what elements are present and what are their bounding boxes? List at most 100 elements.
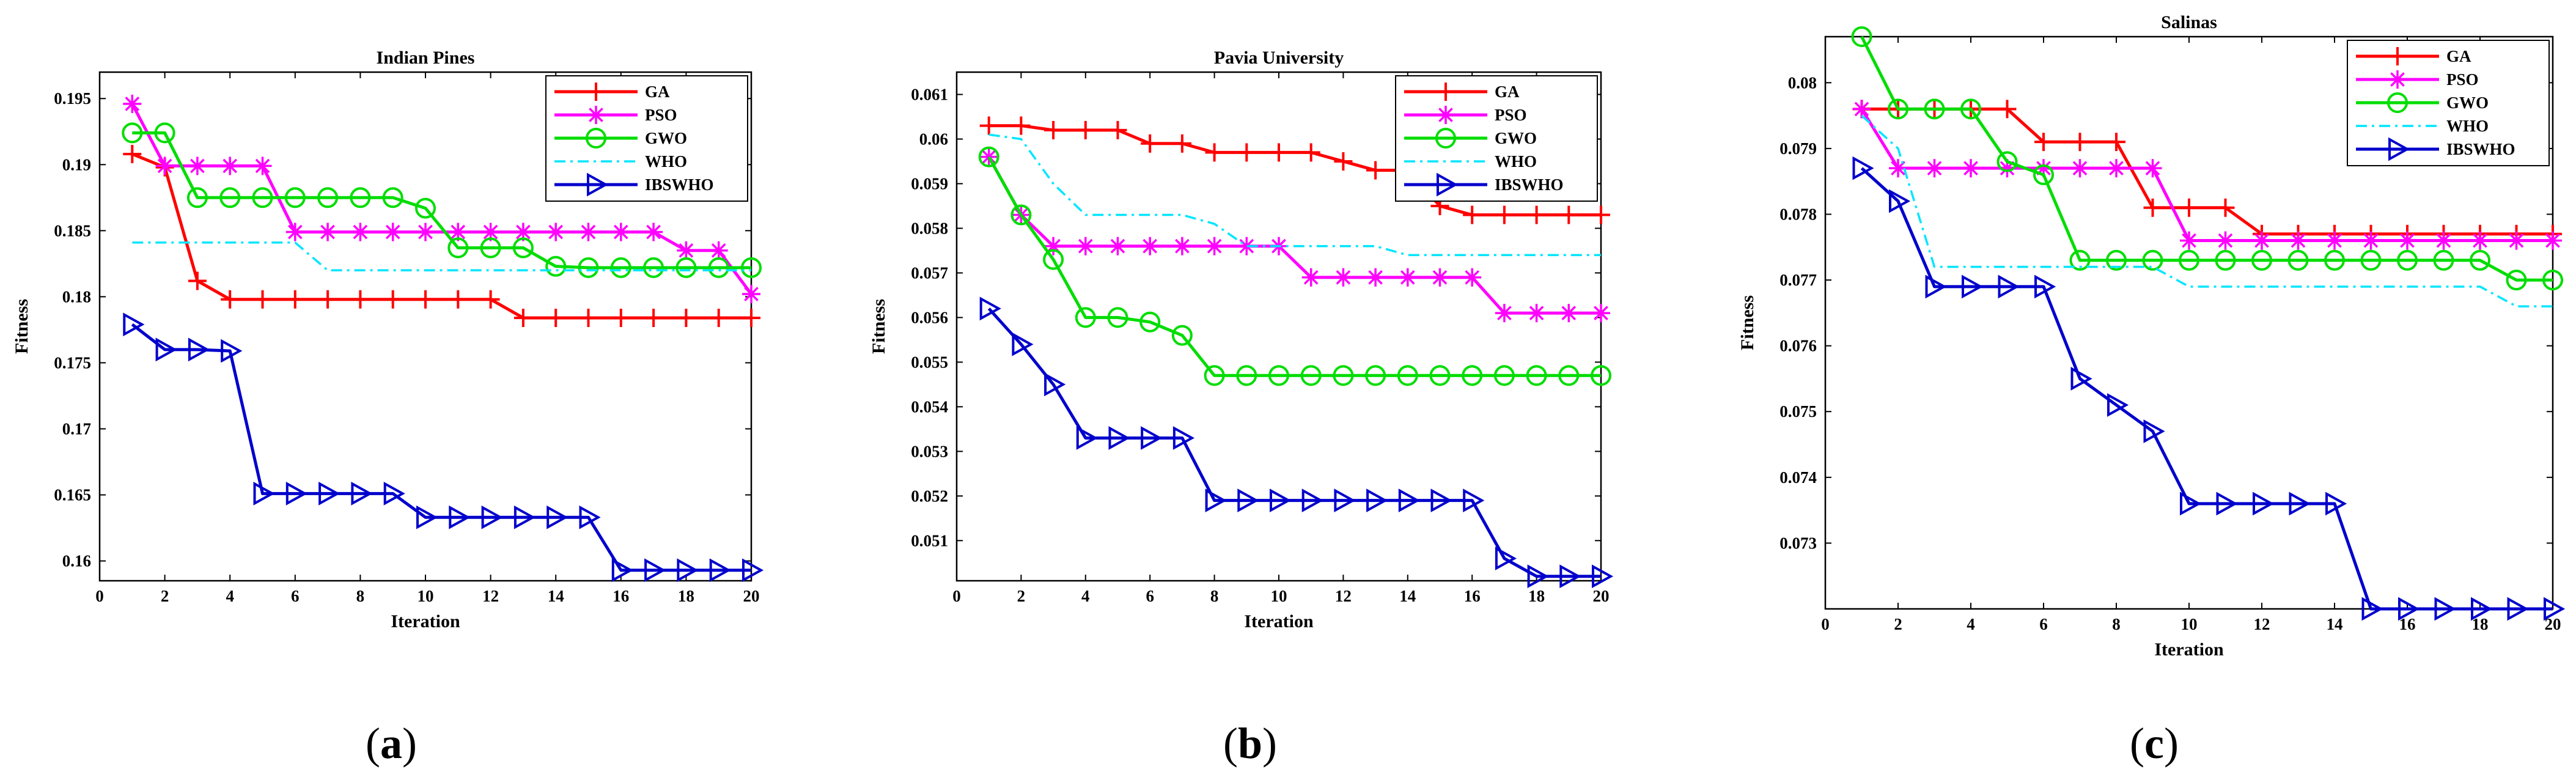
data-point-pso-arm	[1368, 270, 1383, 285]
data-point-gwo	[2470, 249, 2490, 271]
data-point-pso-arm	[1207, 238, 1222, 254]
data-point-ga	[1172, 134, 1191, 153]
data-point-pso	[2325, 231, 2344, 250]
data-point-gwo-ring	[1268, 365, 1289, 386]
data-point-gwo	[1429, 365, 1451, 386]
data-point-gwo	[643, 257, 664, 278]
data-point-gwo	[382, 187, 403, 208]
data-point-pso	[2143, 159, 2162, 178]
data-point-ibswho-tri	[1012, 332, 1034, 356]
legend-marker-pso	[2388, 70, 2407, 89]
legend-label: GWO	[2446, 94, 2489, 112]
data-point-ga	[709, 308, 728, 327]
data-point-ibswho-tri	[2289, 492, 2311, 516]
panel-caption: (c)	[2130, 719, 2179, 768]
series-ibswho	[979, 296, 1614, 589]
y-tick-label: 0.08	[1788, 73, 1817, 92]
data-point-ibswho-tri	[1430, 488, 1452, 513]
legend-marker-gwo	[2387, 92, 2408, 113]
data-point-gwo-ring	[2360, 249, 2382, 271]
caption-close-paren: )	[2164, 719, 2179, 768]
data-point-gwo-ring	[2251, 249, 2272, 271]
data-point-ga	[1012, 116, 1031, 135]
data-point-ga	[1366, 161, 1385, 180]
data-point-ga	[546, 308, 565, 327]
data-point-ga	[2180, 198, 2198, 217]
data-point-ibswho-tri	[449, 505, 471, 529]
data-point-ibswho-tri	[221, 339, 243, 363]
data-point-pso-arm	[2145, 161, 2160, 176]
data-point-gwo	[284, 187, 306, 208]
data-point-ga	[1527, 205, 1546, 224]
data-point-ibswho-tri	[1334, 488, 1356, 513]
data-point-pso	[644, 223, 663, 241]
data-point-gwo	[1851, 26, 1872, 47]
data-point-ibswho	[644, 558, 666, 583]
legend-marker-pso-arm	[2390, 72, 2405, 87]
y-tick-label: 0.185	[54, 221, 91, 240]
data-point-gwo	[545, 256, 567, 277]
data-point-gwo-ring	[2106, 249, 2127, 271]
x-tick-label: 6	[291, 587, 300, 605]
y-tick-label: 0.175	[54, 353, 91, 372]
data-point-ibswho	[2471, 597, 2493, 621]
data-point-ga	[123, 144, 142, 163]
data-point-gwo	[1365, 365, 1386, 386]
data-point-pso	[2180, 231, 2198, 250]
data-point-ibswho-tri	[285, 481, 307, 506]
data-point-pso-arm	[2218, 233, 2233, 248]
data-point-ibswho	[383, 481, 405, 506]
y-axis-label: Fitness	[869, 299, 889, 354]
data-point-ibswho-tri	[1172, 426, 1195, 450]
x-tick-label: 8	[2112, 615, 2121, 633]
data-point-gwo-ring	[1851, 26, 1872, 47]
data-point-pso-arm	[744, 287, 759, 301]
data-point-ibswho-tri	[2107, 393, 2129, 417]
data-point-pso	[1141, 237, 1160, 256]
x-tick-label: 18	[1528, 587, 1545, 605]
y-axis-label: Fitness	[1737, 295, 1757, 350]
data-point-ibswho-tri	[318, 481, 340, 506]
legend-marker-pso-arm	[589, 108, 603, 122]
data-point-pso-arm	[2182, 233, 2196, 248]
x-tick-label: 2	[161, 587, 169, 605]
legend-label: PSO	[1495, 106, 1527, 124]
data-point-pso	[2070, 159, 2089, 178]
caption-open-paren: (	[1223, 719, 1238, 768]
legend-marker-gwo	[1435, 128, 1456, 149]
data-point-pso-arm	[1175, 238, 1190, 254]
data-point-ibswho	[742, 558, 764, 583]
data-point-ga	[611, 308, 630, 327]
data-point-pso	[1172, 237, 1191, 256]
data-point-ibswho-tri	[416, 505, 438, 529]
data-point-ga	[1108, 120, 1127, 139]
data-point-ibswho	[318, 481, 340, 506]
data-point-gwo	[1526, 365, 1547, 386]
legend-marker-pso-arm	[1438, 108, 1453, 122]
data-point-pso-arm	[1465, 270, 1480, 285]
data-point-pso-arm	[1963, 161, 1978, 176]
data-point-ibswho	[449, 505, 471, 529]
data-point-gwo	[2360, 249, 2382, 271]
data-point-gwo-ring	[2470, 249, 2490, 271]
data-point-pso	[2434, 231, 2453, 250]
data-point-ibswho	[1889, 189, 1911, 213]
data-point-ibswho-tri	[155, 337, 177, 362]
data-point-pso	[416, 223, 435, 241]
y-tick-label: 0.057	[911, 263, 948, 282]
data-point-ibswho	[416, 505, 438, 529]
data-point-ibswho-tri	[1044, 372, 1066, 397]
data-point-ibswho-tri	[2180, 492, 2202, 516]
data-point-gwo	[2142, 249, 2163, 271]
data-point-ibswho-tri	[2544, 597, 2566, 621]
data-point-pso-arm	[2254, 233, 2269, 248]
data-point-gwo	[2106, 249, 2127, 271]
data-point-ga	[677, 308, 696, 327]
data-point-gwo	[1139, 311, 1161, 333]
legend-label: WHO	[1495, 152, 1537, 171]
legend: GA PSO GWO WHO IBSWHO	[2347, 40, 2550, 166]
legend-label: GA	[1495, 83, 1520, 101]
data-point-pso	[155, 157, 174, 175]
x-tick-label: 12	[1335, 587, 1352, 605]
